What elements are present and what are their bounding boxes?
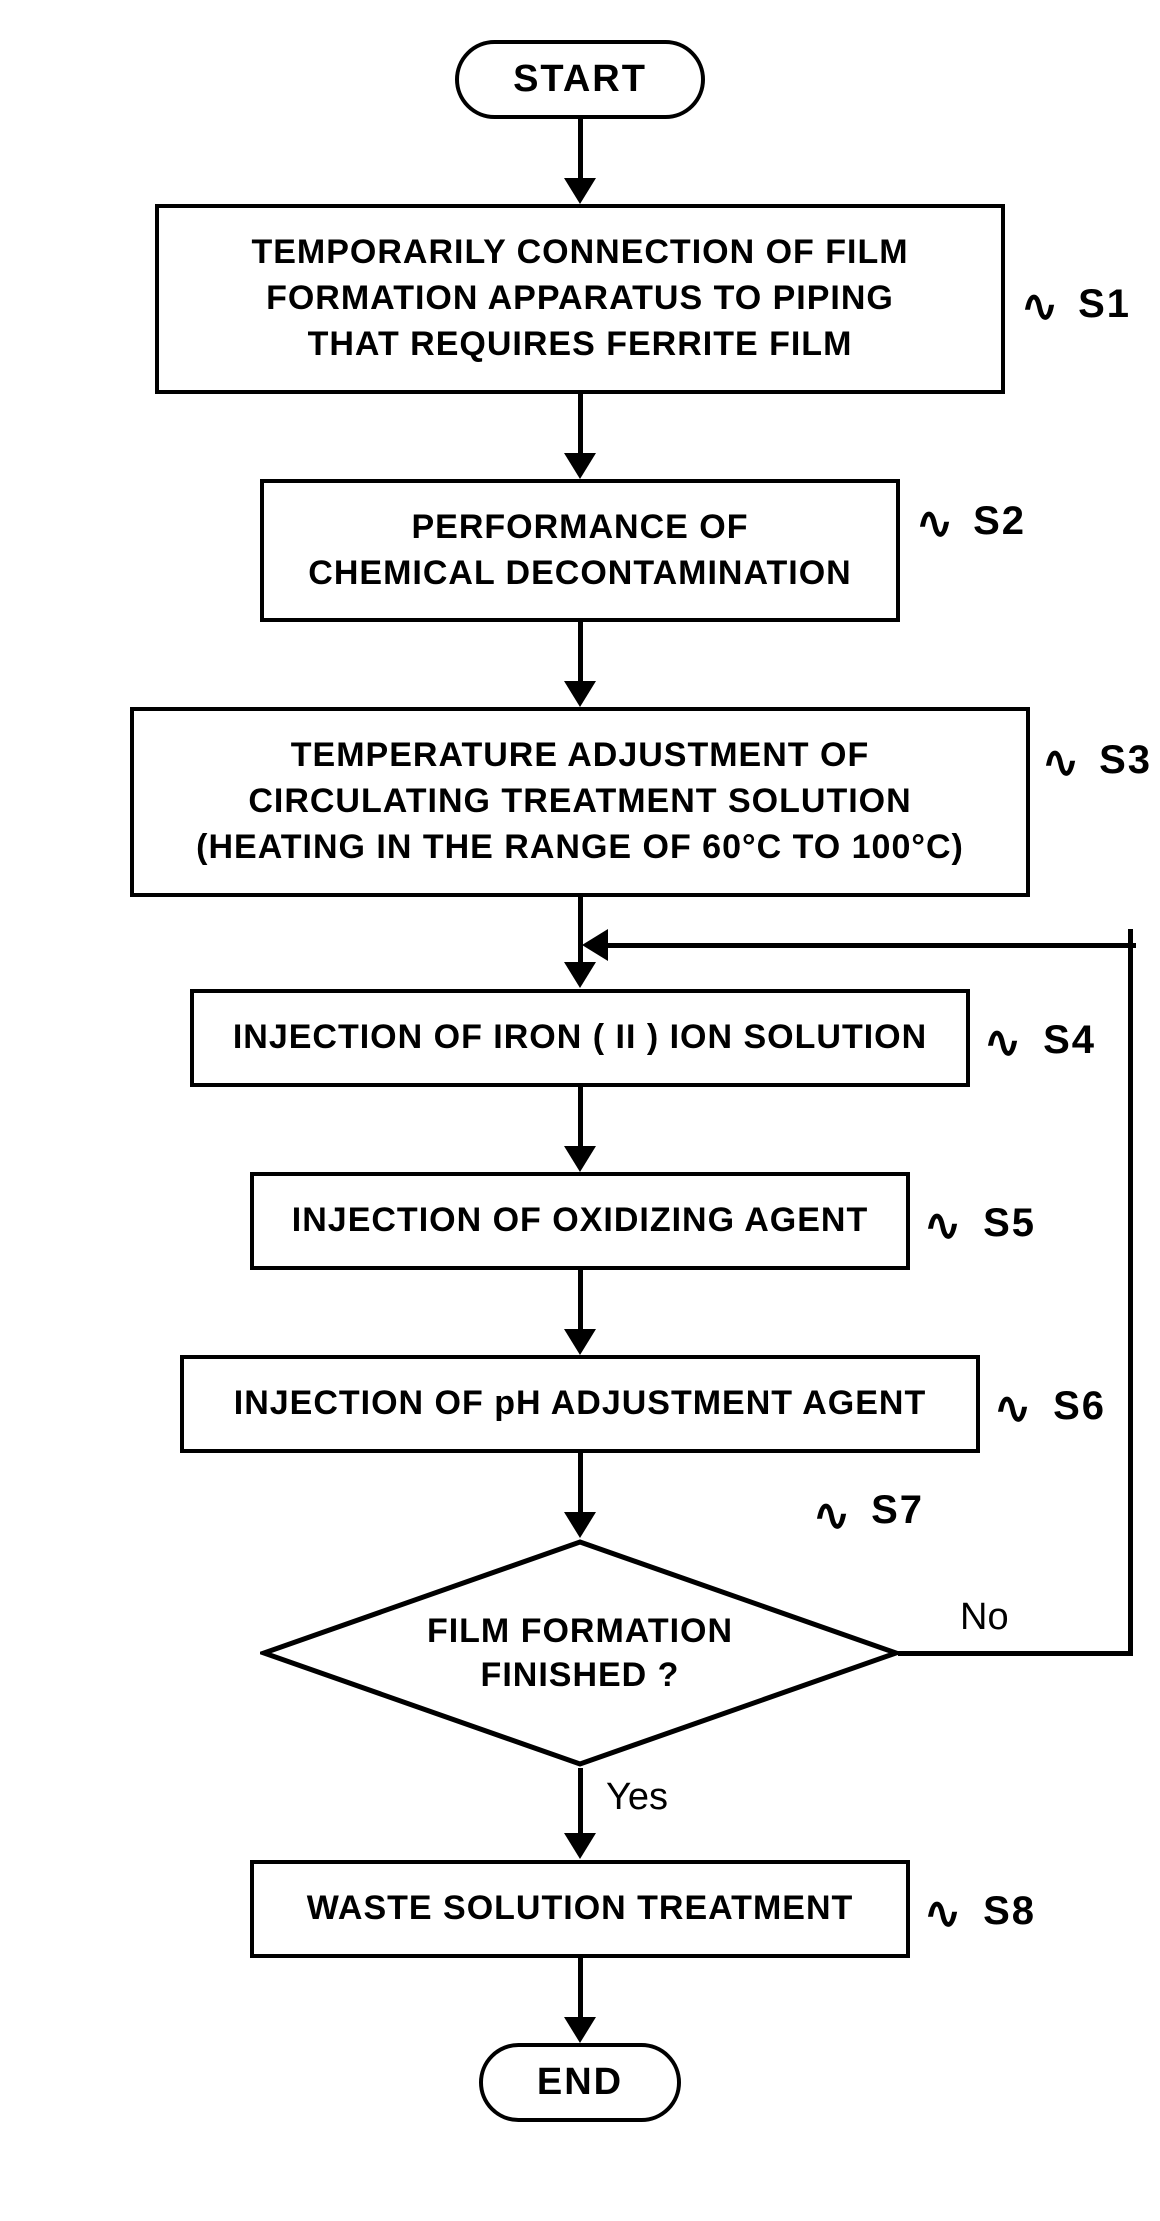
step-s7: FILM FORMATION FINISHED ? ∿ S7: [260, 1538, 900, 1768]
end-terminator: END: [479, 2043, 681, 2122]
row-s8: WASTE SOLUTION TREATMENT ∿ S8: [20, 1860, 1140, 1958]
s8-tilde: ∿: [924, 1884, 962, 1943]
s7-tilde: ∿: [813, 1490, 850, 1541]
row-s7: FILM FORMATION FINISHED ? ∿ S7 No: [20, 1538, 1140, 1768]
s6-label: S6: [1053, 1379, 1106, 1433]
s6-tilde: ∿: [994, 1379, 1032, 1438]
step-s3-text: TEMPERATURE ADJUSTMENT OF CIRCULATING TR…: [196, 736, 964, 866]
row-s1: TEMPORARILY CONNECTION OF FILM FORMATION…: [20, 204, 1140, 394]
s4-tilde: ∿: [984, 1013, 1022, 1072]
flowchart: START TEMPORARILY CONNECTION OF FILM FOR…: [20, 40, 1140, 2122]
arrow-s7-s8-row: Yes: [20, 1768, 1140, 1860]
step-s1: TEMPORARILY CONNECTION OF FILM FORMATION…: [155, 204, 1005, 394]
row-s6: INJECTION OF pH ADJUSTMENT AGENT ∿ S6: [20, 1355, 1140, 1453]
step-s8: WASTE SOLUTION TREATMENT ∿ S8: [250, 1860, 910, 1958]
no-label: No: [960, 1596, 1009, 1639]
s2-tilde: ∿: [916, 494, 954, 553]
arrow-s4-s5: [564, 1087, 596, 1172]
step-s2: PERFORMANCE OF CHEMICAL DECONTAMINATION …: [260, 479, 900, 623]
row-s2: PERFORMANCE OF CHEMICAL DECONTAMINATION …: [20, 479, 1140, 623]
s8-label: S8: [983, 1884, 1036, 1938]
step-s4-text: INJECTION OF IRON ( II ) ION SOLUTION: [233, 1018, 927, 1056]
step-s3: TEMPERATURE ADJUSTMENT OF CIRCULATING TR…: [130, 707, 1030, 897]
step-s4: INJECTION OF IRON ( II ) ION SOLUTION ∿ …: [190, 989, 970, 1087]
start-terminator: START: [455, 40, 705, 119]
s3-tilde: ∿: [1042, 733, 1080, 792]
row-s3: TEMPERATURE ADJUSTMENT OF CIRCULATING TR…: [20, 707, 1140, 897]
s1-tilde: ∿: [1021, 277, 1059, 336]
arrow-s1-s2: [564, 394, 596, 479]
s5-label: S5: [983, 1196, 1036, 1250]
s7-label: S7: [871, 1488, 924, 1533]
step-s2-text: PERFORMANCE OF CHEMICAL DECONTAMINATION: [308, 508, 851, 592]
s5-tilde: ∿: [924, 1196, 962, 1255]
arrow-s5-s6: [564, 1270, 596, 1355]
step-s5-text: INJECTION OF OXIDIZING AGENT: [292, 1201, 868, 1239]
arrow-s7-s8: [564, 1768, 596, 1860]
arrow-s2-s3: [564, 622, 596, 707]
step-s6-text: INJECTION OF pH ADJUSTMENT AGENT: [234, 1384, 927, 1422]
s3-label: S3: [1099, 733, 1152, 787]
s1-label: S1: [1078, 277, 1131, 331]
arrow-s8-end: [564, 1958, 596, 2043]
loopback-entry: [582, 929, 1136, 961]
s4-label: S4: [1043, 1013, 1096, 1067]
row-s4: INJECTION OF IRON ( II ) ION SOLUTION ∿ …: [20, 989, 1140, 1087]
row-s5: INJECTION OF OXIDIZING AGENT ∿ S5: [20, 1172, 1140, 1270]
no-branch-h: [898, 1651, 1133, 1656]
arrow-s6-s7: [564, 1453, 596, 1538]
step-s7-text: FILM FORMATION FINISHED ?: [427, 1609, 733, 1697]
step-s8-text: WASTE SOLUTION TREATMENT: [307, 1889, 854, 1927]
s2-label: S2: [973, 494, 1026, 548]
step-s6: INJECTION OF pH ADJUSTMENT AGENT ∿ S6: [180, 1355, 980, 1453]
yes-label: Yes: [606, 1776, 668, 1819]
arrow-start-s1: [564, 119, 596, 204]
step-s5: INJECTION OF OXIDIZING AGENT ∿ S5: [250, 1172, 910, 1270]
arrow-s3-s4-row: [20, 897, 1140, 989]
step-s1-text: TEMPORARILY CONNECTION OF FILM FORMATION…: [251, 233, 908, 363]
